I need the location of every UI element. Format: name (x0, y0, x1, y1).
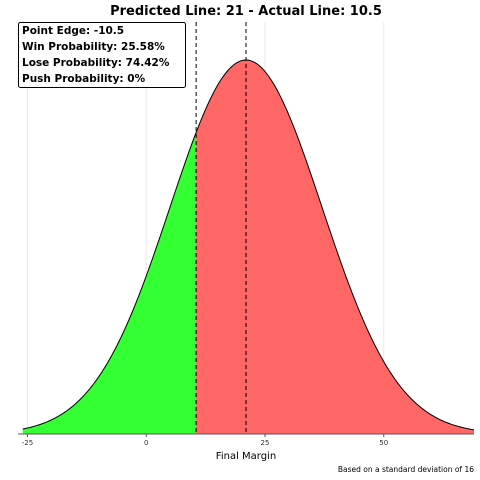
x-axis: -25 0 25 50 (18, 434, 474, 447)
x-tick-label: -25 (22, 439, 33, 447)
distribution-areas (23, 60, 474, 434)
stat-line: Point Edge: -10.5 (22, 25, 124, 37)
x-axis-label: Final Margin (216, 451, 276, 462)
x-tick-label: 50 (379, 439, 388, 447)
stat-line: Win Probability: 25.58% (22, 41, 165, 53)
chart-title: Predicted Line: 21 - Actual Line: 10.5 (110, 4, 382, 19)
stat-line: Lose Probability: 74.42% (22, 57, 170, 69)
stats-box: Point Edge: -10.5 Win Probability: 25.58%… (19, 23, 186, 88)
stat-line: Push Probability: 0% (22, 73, 146, 85)
x-tick-label: 25 (261, 439, 270, 447)
x-tick-label: 0 (144, 439, 148, 447)
win-area (23, 132, 196, 434)
footnote: Based on a standard deviation of 16 (338, 465, 474, 474)
